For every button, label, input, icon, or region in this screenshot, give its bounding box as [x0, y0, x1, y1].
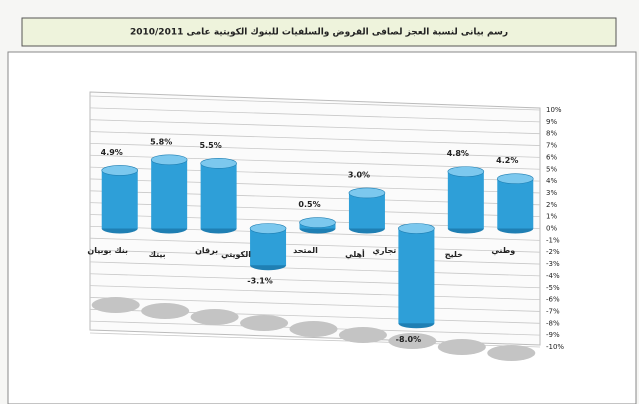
y-tick-label: -1%	[546, 236, 560, 244]
grid-line	[89, 261, 541, 277]
floor-shadow	[190, 309, 239, 325]
y-tick-label: 8%	[546, 130, 557, 138]
floor-shadow	[141, 303, 190, 319]
data-label: 4.9%	[101, 148, 123, 157]
floor-shadow	[240, 315, 289, 331]
cylinder-top	[398, 223, 435, 234]
cylinder	[299, 217, 336, 234]
bar	[151, 159, 188, 229]
x-tick-label: برقان	[195, 246, 218, 255]
cylinder	[398, 223, 435, 329]
y-tick-label: 3%	[546, 189, 557, 197]
data-label: 0.5%	[298, 200, 320, 209]
x-tick-label: أهلي	[345, 249, 365, 259]
cylinder-top	[150, 154, 188, 166]
cylinder-top	[348, 187, 386, 199]
x-tick-label: وطني	[491, 246, 515, 255]
cylinder	[447, 166, 485, 234]
y-tick-label: -8%	[546, 319, 560, 327]
grid-line	[89, 95, 541, 111]
x-tick-label: تجاري	[373, 246, 397, 255]
y-tick-label: -10%	[546, 343, 564, 351]
y-tick-label: 4%	[546, 177, 557, 185]
y-tick-label: -6%	[546, 296, 560, 304]
y-tick-label: 2%	[546, 201, 557, 209]
cylinder	[348, 187, 386, 234]
cylinder	[249, 223, 287, 271]
data-label: -8.0%	[396, 335, 422, 344]
grid-line	[89, 131, 541, 146]
y-tick-label: -4%	[546, 272, 560, 280]
cylinder	[200, 158, 237, 234]
y-tick-label: -7%	[546, 307, 560, 315]
grid-line	[89, 249, 541, 265]
cylinder-top	[447, 166, 485, 177]
grid-line	[89, 107, 541, 123]
cylinder-top	[496, 173, 534, 185]
floor-shadow	[437, 339, 486, 355]
cylinder	[101, 165, 139, 234]
y-tick-label: 5%	[546, 165, 557, 173]
bar	[200, 163, 237, 229]
title-box	[21, 17, 617, 47]
bar	[398, 228, 435, 324]
y-tick-label: -3%	[546, 260, 560, 268]
bar	[348, 192, 385, 229]
data-label: 4.8%	[447, 149, 469, 158]
data-label: 3.0%	[348, 170, 370, 179]
cylinder	[496, 173, 534, 234]
x-tick-label: المتحد	[293, 246, 318, 255]
cylinder-top	[249, 223, 287, 234]
y-tick-label: 9%	[546, 118, 557, 126]
data-label: 5.5%	[200, 141, 222, 150]
grid-line	[89, 297, 541, 312]
y-tick-label: 10%	[546, 106, 562, 114]
grid-line	[89, 273, 541, 289]
cylinder-top	[101, 165, 139, 176]
floor-shadow	[388, 333, 437, 349]
y-tick-label: 6%	[546, 153, 557, 161]
cylinder	[150, 154, 188, 234]
bar	[101, 170, 138, 229]
grid-line	[89, 119, 541, 135]
x-tick-label: بنك بوبيان	[87, 246, 128, 255]
data-label: -3.1%	[247, 277, 273, 286]
y-tick-label: -2%	[546, 248, 560, 256]
floor-shadow	[338, 327, 387, 343]
floor-shadow	[289, 321, 338, 337]
bar	[447, 171, 484, 229]
data-label: 4.2%	[496, 156, 518, 165]
grid-line	[89, 143, 541, 158]
grid-line	[89, 285, 541, 300]
y-tick-label: -9%	[546, 331, 560, 339]
floor-shadow	[91, 297, 140, 313]
floor-shadow	[487, 345, 536, 361]
x-tick-label: خليج	[445, 250, 463, 259]
x-tick-label: بيتك	[149, 250, 166, 259]
bar	[497, 178, 534, 229]
x-tick-label: الكويتي	[221, 250, 251, 259]
chart-title: رسم بيانى لنسبة العجز لصافى القروض والسل…	[130, 28, 508, 38]
y-tick-label: 0%	[546, 225, 557, 233]
y-tick-label: 7%	[546, 142, 557, 150]
y-tick-label: 1%	[546, 213, 557, 221]
cylinder-top	[299, 217, 336, 228]
cylinder-top	[200, 158, 237, 169]
y-tick-label: -5%	[546, 284, 560, 292]
data-label: 5.8%	[150, 137, 172, 146]
bar	[250, 228, 287, 266]
grid-line	[89, 237, 541, 253]
